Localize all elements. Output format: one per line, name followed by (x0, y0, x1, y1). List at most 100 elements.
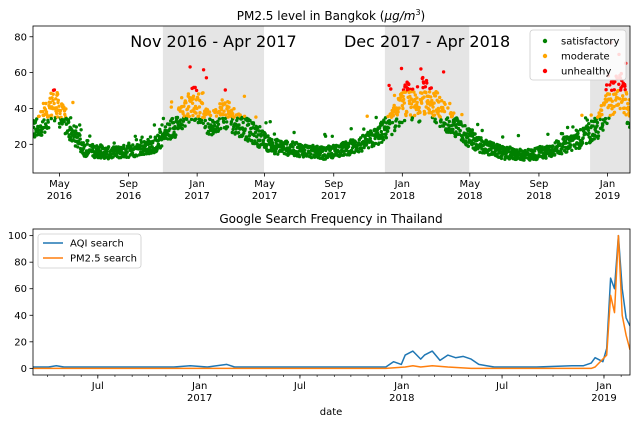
pm25-point (242, 114, 247, 119)
pm25-point (400, 104, 404, 108)
pm25-point (297, 154, 302, 159)
pm25-point (212, 123, 217, 128)
pm25-point (626, 101, 630, 106)
pm25-point (134, 138, 139, 142)
pm25-point (584, 141, 589, 146)
pm25-point (450, 114, 455, 118)
pm25-point (607, 116, 611, 120)
pm25-point (420, 101, 424, 105)
pm25-point (204, 76, 209, 80)
search-ytick-label: 100 (8, 231, 27, 242)
pm25-point (585, 118, 589, 122)
pm25-point (88, 134, 92, 138)
pm25-point (464, 132, 469, 136)
pm25-point (58, 108, 63, 113)
pm25-xtick-year: 2018 (457, 191, 482, 202)
pm25-point (270, 138, 274, 142)
pm25-point (381, 135, 385, 139)
pm25-point (415, 85, 420, 89)
pm25-point (54, 97, 58, 101)
pm25-point (225, 125, 230, 129)
pm25-point (386, 114, 390, 119)
search-xtick-year: 2018 (389, 393, 414, 404)
pm25-point (220, 98, 224, 102)
pm25-point (201, 91, 205, 95)
pm25-point (247, 134, 252, 138)
pm25-point (158, 130, 163, 134)
search-legend: AQI search PM2.5 search (37, 233, 142, 269)
pm25-point (44, 110, 49, 114)
pm25-point (595, 124, 599, 128)
pm25-point (442, 109, 447, 114)
pm25-point (213, 110, 217, 115)
search-plot-frame (32, 228, 631, 376)
pm25-point (176, 126, 180, 131)
pm25-plot-frame (32, 25, 631, 174)
pm25-point (586, 126, 590, 130)
pm25-point (52, 119, 57, 123)
pm25-point (160, 123, 164, 127)
pm25-point (191, 113, 195, 118)
pm25-point (600, 112, 604, 117)
pm25-point (219, 126, 223, 131)
pm25-point (180, 123, 185, 127)
pm25-axes: 20406080May2016Sep2016Jan2017May2017Sep2… (14, 25, 631, 202)
pm25-point (608, 83, 612, 87)
pm25-point (225, 120, 229, 124)
pm25-point (392, 93, 397, 98)
pm25-point (426, 99, 430, 103)
pm25-point (397, 106, 401, 110)
pm25-point (174, 133, 178, 137)
pm25-xtick-year: 2017 (252, 191, 277, 202)
pm25-point (560, 132, 565, 136)
pm25-point (49, 116, 53, 121)
pm25-point (427, 90, 432, 94)
search-xtick-label: Jul (293, 381, 306, 392)
pm25-point (418, 110, 422, 115)
pm25-point (389, 87, 393, 91)
legend-label-moderate: moderate (561, 52, 610, 63)
search-legend-box (37, 233, 142, 269)
pm25-point (309, 155, 314, 160)
pm25-point (411, 87, 415, 91)
search-xtick-label: Jul (495, 381, 508, 392)
pm25-point (37, 114, 41, 119)
pm25-ytick-label: 20 (14, 140, 27, 151)
pm25-xtick-label: Jan (188, 179, 204, 190)
pm25-point (390, 132, 394, 137)
pm25-point (422, 81, 426, 85)
pm25-point (476, 122, 480, 127)
pm25-point (48, 100, 53, 105)
pm25-point (441, 70, 446, 74)
pm25-point (605, 83, 609, 87)
pm25-point (270, 141, 275, 145)
pm25-point (544, 156, 548, 160)
search-chart: Google Search Frequency in Thailand 0 20 4… (8, 212, 631, 418)
pm25-point (588, 135, 592, 140)
pm25-point (384, 136, 388, 140)
pm25-point (589, 113, 593, 117)
pm25-point (194, 88, 199, 93)
pm25-point (433, 94, 438, 98)
pm25-point (439, 118, 443, 122)
pm25-point (242, 131, 246, 135)
pm25-point (580, 141, 585, 145)
pm25-point (68, 135, 73, 140)
pm25-point (578, 128, 583, 132)
pm25-xtick-label: Jan (394, 179, 410, 190)
pm25-point (56, 98, 60, 103)
pm25-ytick-label: 60 (14, 68, 27, 79)
pm25-point (461, 137, 465, 141)
pm25-point (160, 144, 164, 148)
pm25-point (596, 130, 600, 134)
pm25-point (479, 136, 483, 140)
pm25-point (58, 125, 62, 129)
pm25-point (379, 129, 383, 134)
pm25-point (424, 90, 428, 95)
pm25-point (221, 112, 225, 117)
pm25-point (504, 151, 508, 156)
pm25-point (227, 105, 231, 109)
pm25-point (203, 118, 207, 123)
pm25-point (172, 130, 176, 135)
pm25-point (235, 116, 240, 120)
